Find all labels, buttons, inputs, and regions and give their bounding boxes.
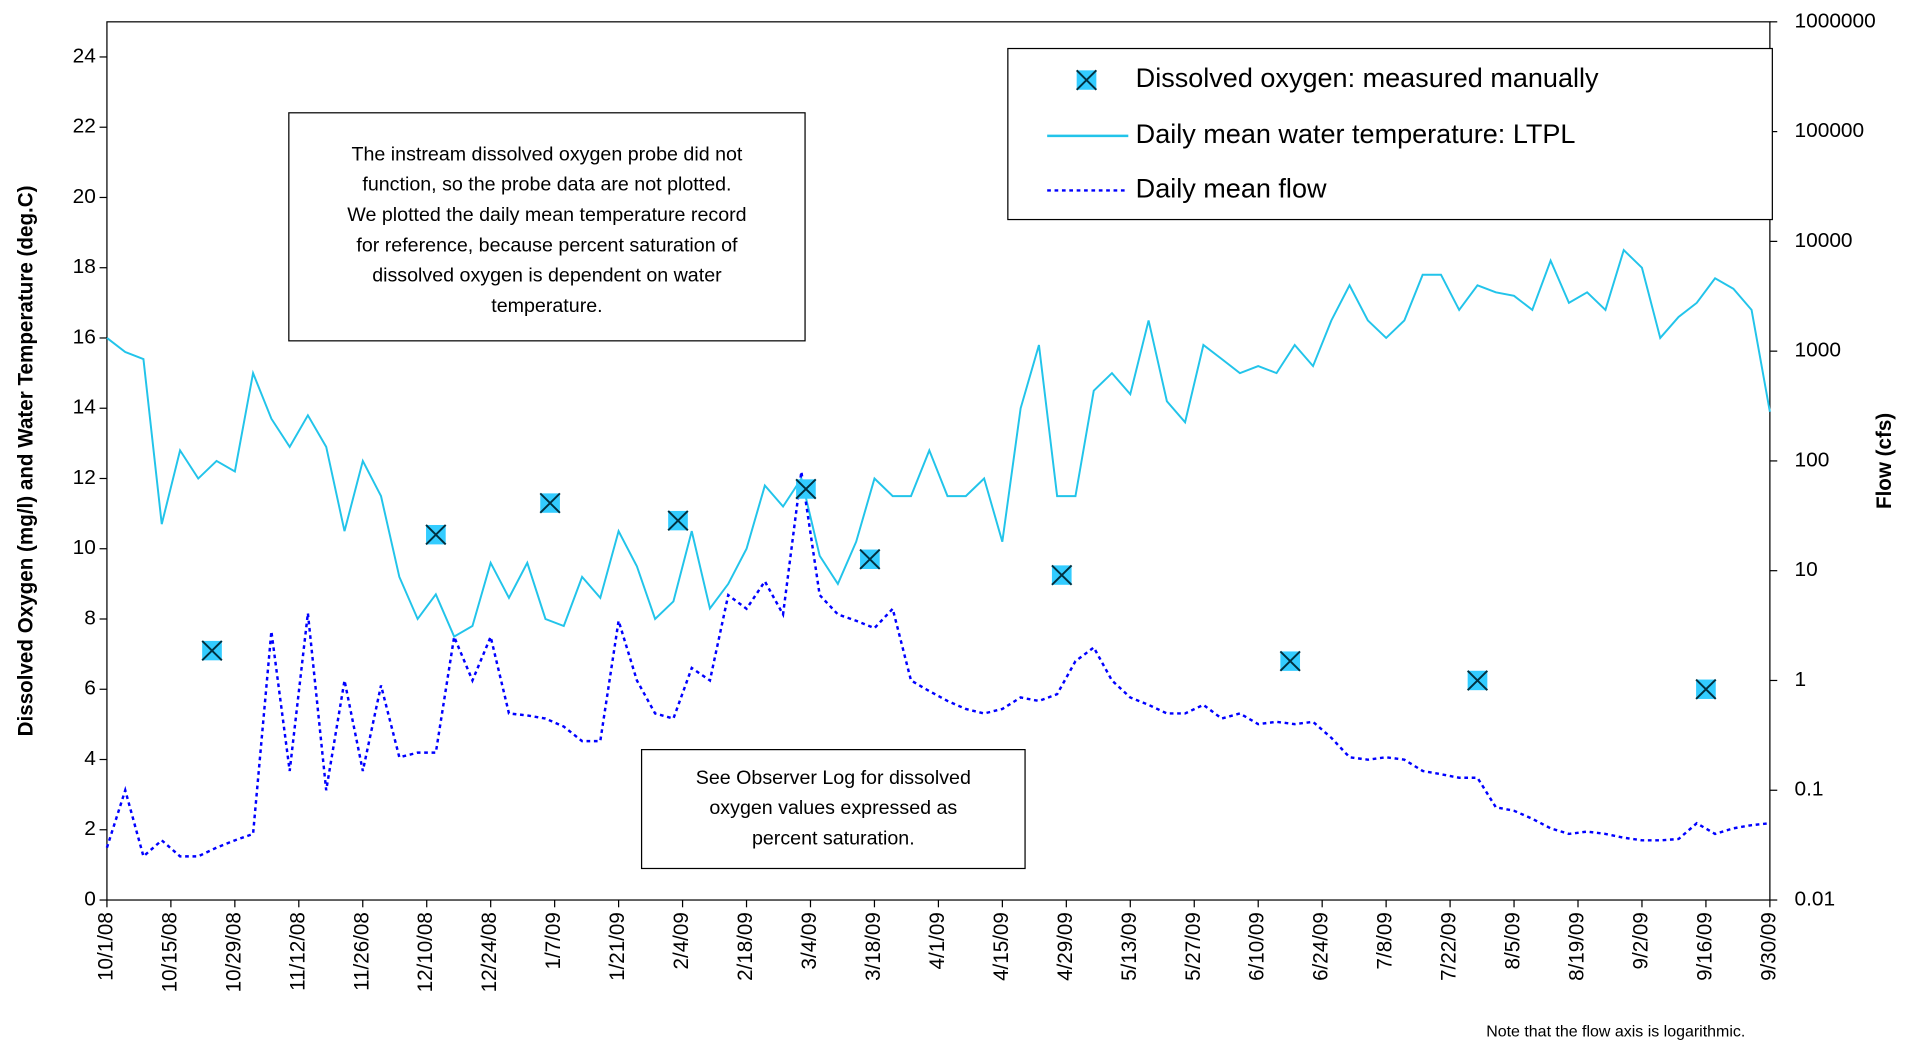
y2-tick-label: 10 [1794,558,1817,581]
marker-x [1075,69,1098,91]
annotation-text: temperature. [491,295,602,317]
y2-tick-label: 0.1 [1794,778,1823,801]
x-tick-label: 9/2/09 [1629,912,1652,969]
marker-x [795,478,817,500]
x-tick-label: 11/12/08 [286,912,309,991]
y-tick-label: 22 [73,115,96,138]
x-tick-label: 2/18/09 [734,912,757,981]
x-tick-label: 10/15/08 [158,912,181,992]
do-point [1466,670,1489,691]
x-tick-label: 12/24/08 [478,912,501,992]
do-point [859,548,881,570]
marker-x [667,510,689,532]
annotation-text: percent saturation. [752,828,915,850]
y-tick-label: 14 [73,396,96,419]
x-tick-label: 10/29/08 [222,912,245,992]
annotation-text: for reference, because percent saturatio… [356,234,738,256]
x-tick-label: 5/27/09 [1182,912,1205,981]
y-tick-label: 10 [73,536,96,559]
legend-label: Daily mean flow [1136,174,1327,204]
do-point [1051,564,1073,586]
x-tick-label: 4/15/09 [990,912,1013,981]
x-tick-label: 1/7/09 [542,912,565,969]
do-point [795,478,817,500]
do-point [667,510,689,532]
x-tick-label: 7/8/09 [1374,912,1397,969]
y2-tick-label: 1000000 [1794,9,1875,32]
y-tick-label: 18 [73,255,96,278]
x-tick-label: 2/4/09 [670,912,693,969]
marker-x [1695,678,1717,700]
x-tick-label: 6/10/09 [1246,912,1269,981]
x-tick-label: 8/5/09 [1501,912,1524,969]
y-tick-label: 0 [84,888,96,911]
y-tick-label: 12 [73,466,96,489]
x-tick-label: 3/4/09 [798,912,821,969]
annotation-text: dissolved oxygen is dependent on water [372,265,722,287]
legend-label: Dissolved oxygen: measured manually [1136,63,1599,93]
x-tick-label: 4/29/09 [1054,912,1077,981]
y-tick-label: 6 [84,677,96,700]
x-tick-label: 4/1/09 [926,912,949,969]
x-tick-label: 10/1/08 [94,912,117,981]
y-tick-label: 24 [73,45,96,68]
marker-x [201,640,223,662]
x-tick-label: 6/24/09 [1310,912,1333,981]
marker-x [1051,564,1073,586]
marker-x [539,492,561,514]
x-tick-label: 7/22/09 [1437,912,1460,981]
x-tick-label: 9/16/09 [1693,912,1716,981]
annotation-box [640,749,1026,870]
x-tick-label: 12/10/08 [414,912,437,992]
annotation-box [288,112,806,342]
annotation-text: oxygen values expressed as [709,797,957,819]
y-tick-label: 20 [73,185,96,208]
do-point [425,524,447,546]
do-point [201,640,223,662]
series-line [105,471,1771,859]
footnote: Note that the flow axis is logarithmic. [1486,1023,1745,1040]
y2-tick-label: 100000 [1794,119,1864,142]
legend-marker [1075,69,1098,91]
marker-x [1466,670,1489,691]
y-axis-label: Dissolved Oxygen (mg/l) and Water Temper… [14,185,37,736]
x-tick-label: 5/13/09 [1118,912,1141,981]
y-tick-label: 4 [84,747,96,770]
legend-label: Daily mean water temperature: LTPL [1136,119,1576,149]
y2-tick-label: 10000 [1794,229,1852,252]
do-point [1695,678,1717,700]
marker-x [859,548,881,570]
marker-x [1279,650,1301,672]
y2-axis-label: Flow (cfs) [1873,413,1896,509]
y-tick-label: 8 [84,607,96,630]
y2-tick-label: 1 [1794,668,1806,691]
y2-tick-label: 0.01 [1794,888,1835,911]
x-tick-label: 9/30/09 [1757,912,1780,981]
x-tick-label: 1/21/09 [606,912,629,981]
legend-box [1007,47,1773,221]
do-point [1279,650,1301,672]
y-tick-label: 2 [84,817,96,840]
annotation-text: The instream dissolved oxygen probe did … [351,143,743,165]
y2-tick-label: 100 [1794,448,1829,471]
annotation-text: See Observer Log for dissolved [696,767,971,789]
annotation-text: function, so the probe data are not plot… [362,174,731,196]
x-tick-label: 11/26/08 [350,912,373,991]
x-tick-label: 8/19/09 [1565,912,1588,981]
series-line [106,248,1771,638]
do-point [539,492,561,514]
marker-x [425,524,447,546]
x-tick-label: 3/18/09 [862,912,885,981]
y2-tick-label: 1000 [1794,339,1840,362]
annotation-text: We plotted the daily mean temperature re… [347,204,746,226]
y-tick-label: 16 [73,326,96,349]
